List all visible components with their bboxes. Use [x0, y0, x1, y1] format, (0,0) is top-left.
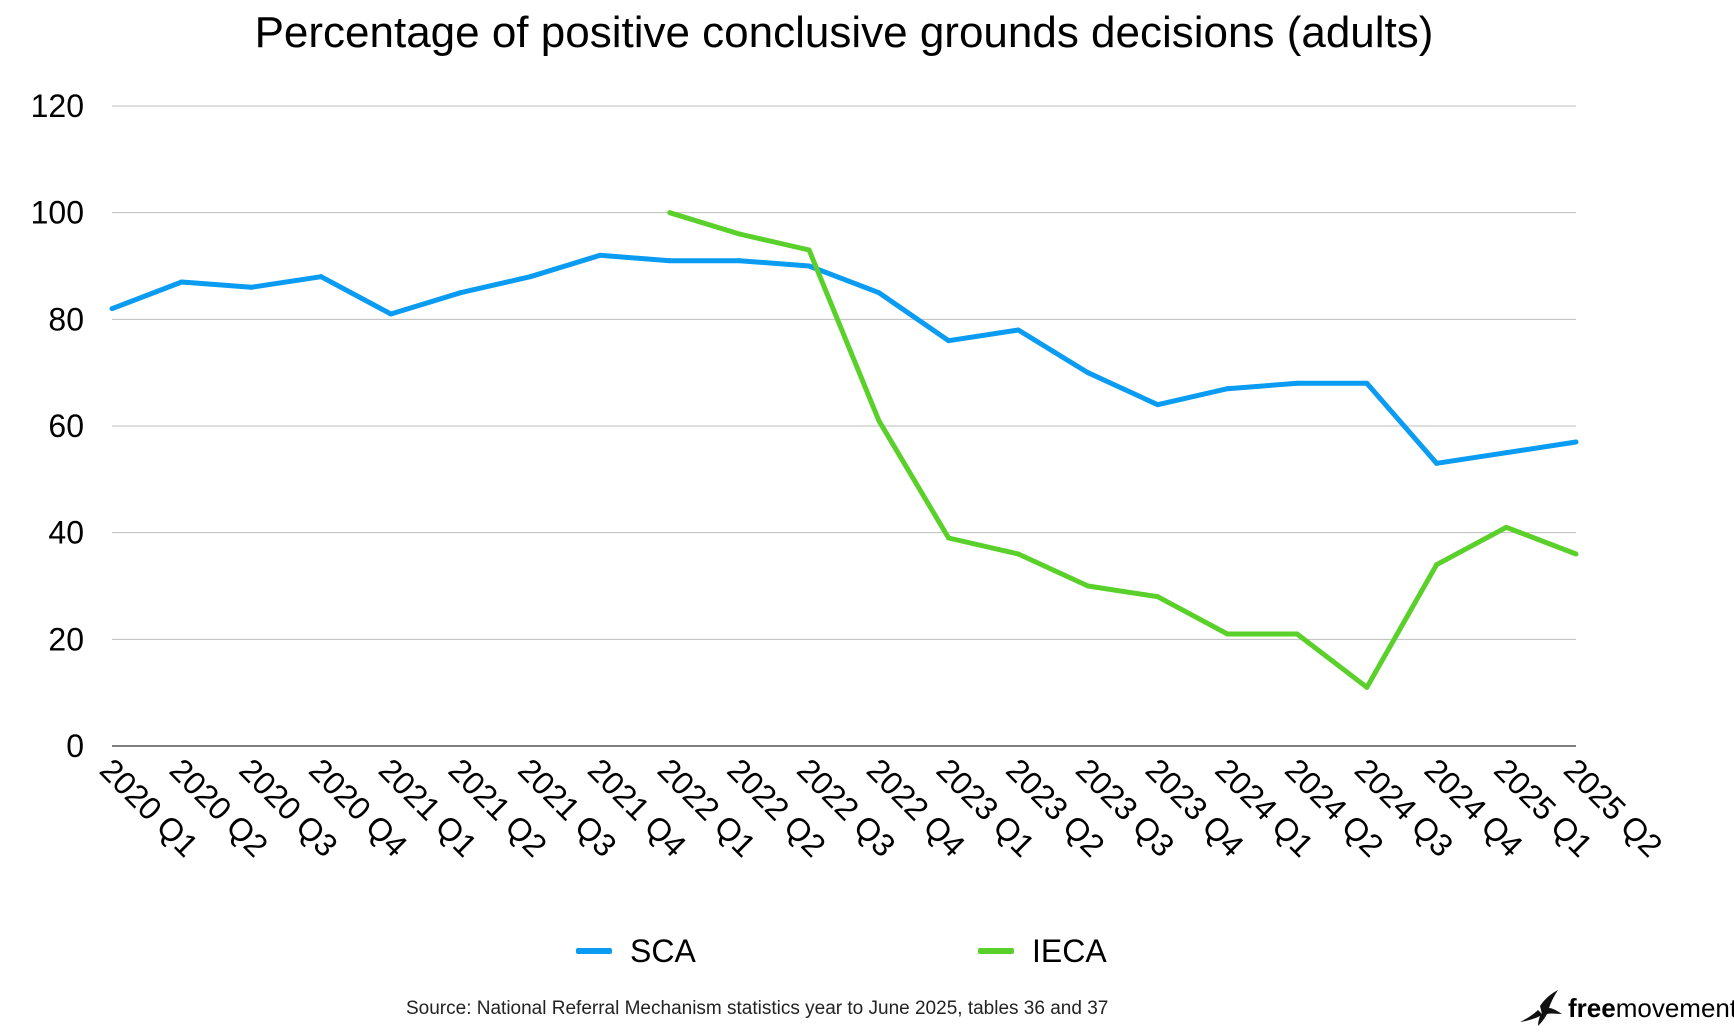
data-point-ieca [876, 418, 882, 424]
legend-swatch-ieca [978, 948, 1014, 954]
data-point-sca [1364, 380, 1370, 386]
y-tick-label: 120 [31, 88, 84, 124]
data-point-sca [1434, 460, 1440, 466]
y-tick-label: 100 [31, 195, 84, 231]
data-point-sca [667, 258, 673, 264]
data-point-sca [1573, 439, 1579, 445]
y-tick-label: 40 [48, 515, 84, 551]
data-point-ieca [1015, 551, 1021, 557]
series-line-sca [111, 252, 1577, 466]
data-point-sca [527, 274, 533, 280]
data-point-sca [318, 274, 324, 280]
y-axis-ticks: 0 20 40 60 80 100 120 [31, 88, 84, 764]
data-point-ieca [1573, 551, 1579, 557]
data-point-sca [388, 311, 394, 317]
data-point-sca [946, 338, 952, 344]
data-point-ieca [1503, 524, 1509, 530]
data-point-sca [1085, 370, 1091, 376]
series-lines [109, 210, 1579, 690]
y-tick-label: 80 [48, 301, 84, 337]
y-tick-label: 60 [48, 408, 84, 444]
legend-item-sca: SCA [576, 926, 696, 976]
data-point-sca [179, 279, 185, 285]
data-point-sca [1294, 380, 1300, 386]
data-point-ieca [1434, 562, 1440, 568]
data-point-ieca [806, 247, 812, 253]
bird-icon [1520, 990, 1562, 1026]
data-point-sca [1503, 450, 1509, 456]
brand-text-regular: movement [1615, 992, 1734, 1023]
data-point-sca [806, 263, 812, 269]
y-tick-label: 20 [48, 621, 84, 657]
brand-logo: freemovement [1518, 988, 1734, 1028]
legend: SCA IECA [0, 926, 1734, 976]
brand-text: freemovement [1568, 993, 1734, 1024]
data-point-sca [248, 284, 254, 290]
brand-text-bold: free [1568, 992, 1616, 1023]
data-point-ieca [736, 231, 742, 237]
series-line-ieca [668, 210, 1577, 690]
source-note: Source: National Referral Mechanism stat… [406, 998, 1109, 1019]
chart-title: Percentage of positive conclusive ground… [254, 8, 1434, 57]
data-point-sca [1224, 386, 1230, 392]
data-point-sca [597, 252, 603, 258]
data-point-sca [876, 290, 882, 296]
data-point-sca [1015, 327, 1021, 333]
y-tick-label: 0 [66, 728, 84, 764]
legend-item-ieca: IECA [978, 926, 1107, 976]
data-point-sca [736, 258, 742, 264]
data-point-ieca [667, 210, 673, 216]
legend-label-sca: SCA [630, 932, 696, 969]
data-point-ieca [1294, 631, 1300, 637]
data-point-ieca [1155, 594, 1161, 600]
data-point-ieca [1364, 684, 1370, 690]
data-point-sca [458, 290, 464, 296]
data-point-sca [109, 306, 115, 312]
legend-swatch-sca [576, 948, 612, 954]
data-point-ieca [946, 535, 952, 541]
data-point-ieca [1085, 583, 1091, 589]
gridlines [112, 105, 1576, 747]
legend-label-ieca: IECA [1032, 932, 1107, 969]
data-point-ieca [1224, 631, 1230, 637]
data-point-sca [1155, 402, 1161, 408]
